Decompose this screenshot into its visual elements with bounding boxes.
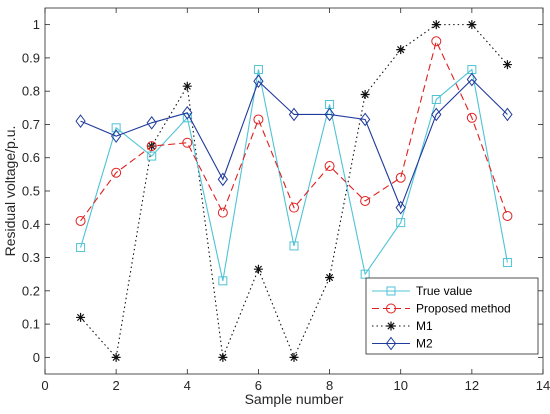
asterisk-marker <box>289 352 299 362</box>
asterisk-marker <box>396 45 406 55</box>
x-tick-label: 6 <box>255 378 262 393</box>
y-tick-label: 0.8 <box>22 84 40 99</box>
circle-marker <box>395 172 406 183</box>
circle-marker <box>466 112 477 123</box>
asterisk-marker <box>467 20 477 30</box>
circle-marker <box>182 137 193 148</box>
square-marker <box>111 123 121 133</box>
diamond-marker <box>217 172 228 187</box>
circle-marker <box>360 195 371 206</box>
asterisk-marker <box>360 90 370 100</box>
diamond-marker <box>431 107 442 122</box>
series-proposed-method <box>75 36 513 226</box>
series-m2 <box>75 72 513 215</box>
circle-marker <box>146 141 157 152</box>
asterisk-marker <box>386 321 396 331</box>
y-axis-title: Residual voltage/p.u. <box>2 126 18 257</box>
asterisk-marker <box>218 352 228 362</box>
y-tick-label: 0 <box>33 350 40 365</box>
diamond-marker <box>288 107 300 122</box>
square-marker <box>147 151 157 161</box>
circle-marker <box>502 210 513 221</box>
asterisk-marker <box>502 60 512 70</box>
x-tick-label: 0 <box>41 378 48 393</box>
square-marker <box>502 258 512 268</box>
series-layer <box>75 20 513 362</box>
y-tick-label: 0.3 <box>22 250 40 265</box>
asterisk-marker <box>182 81 192 91</box>
legend-label: M2 <box>416 337 433 351</box>
square-marker <box>289 241 299 251</box>
series-line <box>80 39 508 222</box>
x-tick-label: 14 <box>536 378 550 393</box>
diamond-marker <box>253 74 264 89</box>
circle-marker <box>75 215 86 226</box>
y-tick-label: 0.6 <box>22 150 40 165</box>
diamond-marker <box>385 336 397 351</box>
x-tick-label: 10 <box>393 378 407 393</box>
circle-marker <box>289 202 299 213</box>
circle-marker <box>324 161 335 172</box>
asterisk-marker <box>76 312 86 322</box>
x-tick-label: 4 <box>184 378 191 393</box>
y-tick-label: 0.4 <box>22 217 40 232</box>
legend-entry: M2 <box>372 337 433 351</box>
diamond-marker <box>360 112 371 127</box>
legend-label: M1 <box>416 319 433 333</box>
circle-marker <box>431 36 442 47</box>
square-marker <box>76 243 86 253</box>
legend-label: True value <box>416 284 473 298</box>
diamond-marker <box>395 200 406 215</box>
legend-entry: Proposed method <box>372 302 511 316</box>
legend-entry: True value <box>372 284 473 298</box>
circle-marker <box>253 114 264 125</box>
y-tick-label: 0.2 <box>22 283 40 298</box>
diamond-marker <box>182 105 193 120</box>
asterisk-marker <box>253 264 263 274</box>
diamond-marker <box>324 107 335 122</box>
asterisk-marker <box>325 273 335 283</box>
y-tick-label: 0.7 <box>22 117 40 132</box>
diamond-marker <box>146 115 157 130</box>
diamond-marker <box>75 114 86 128</box>
square-marker <box>396 218 406 228</box>
diamond-marker <box>111 129 122 143</box>
y-tick-label: 0.5 <box>22 184 40 199</box>
diamond-marker <box>502 107 513 122</box>
x-tick-label: 12 <box>465 378 479 393</box>
y-tick-label: 1 <box>33 17 40 32</box>
asterisk-marker <box>431 20 441 30</box>
axis-ticks: 0 2 4 6 8 10 12 14 0 0.1 0.2 0.3 0.4 0.5 0.6 0.7 0.8 0.9 1 <box>22 8 550 393</box>
legend: True value Proposed method M1 M2 <box>365 277 539 355</box>
x-axis-title: Sample number <box>245 391 344 407</box>
legend-label: Proposed method <box>416 302 511 316</box>
square-marker <box>253 65 263 75</box>
circle-marker <box>217 207 228 218</box>
series-line <box>80 68 508 281</box>
x-tick-label: 2 <box>113 378 120 393</box>
square-marker <box>386 286 396 296</box>
x-tick-label: 8 <box>326 378 333 393</box>
y-tick-label: 0.1 <box>22 317 40 332</box>
y-tick-label: 0.9 <box>22 50 40 65</box>
series-true-value <box>76 65 512 286</box>
circle-marker <box>386 303 396 314</box>
square-marker <box>218 276 228 286</box>
series-line <box>80 78 508 210</box>
circle-marker <box>111 167 122 178</box>
square-marker <box>360 269 370 279</box>
legend-entry: M1 <box>372 319 433 333</box>
asterisk-marker <box>111 352 121 362</box>
square-marker <box>431 95 441 104</box>
diamond-marker <box>466 72 477 87</box>
